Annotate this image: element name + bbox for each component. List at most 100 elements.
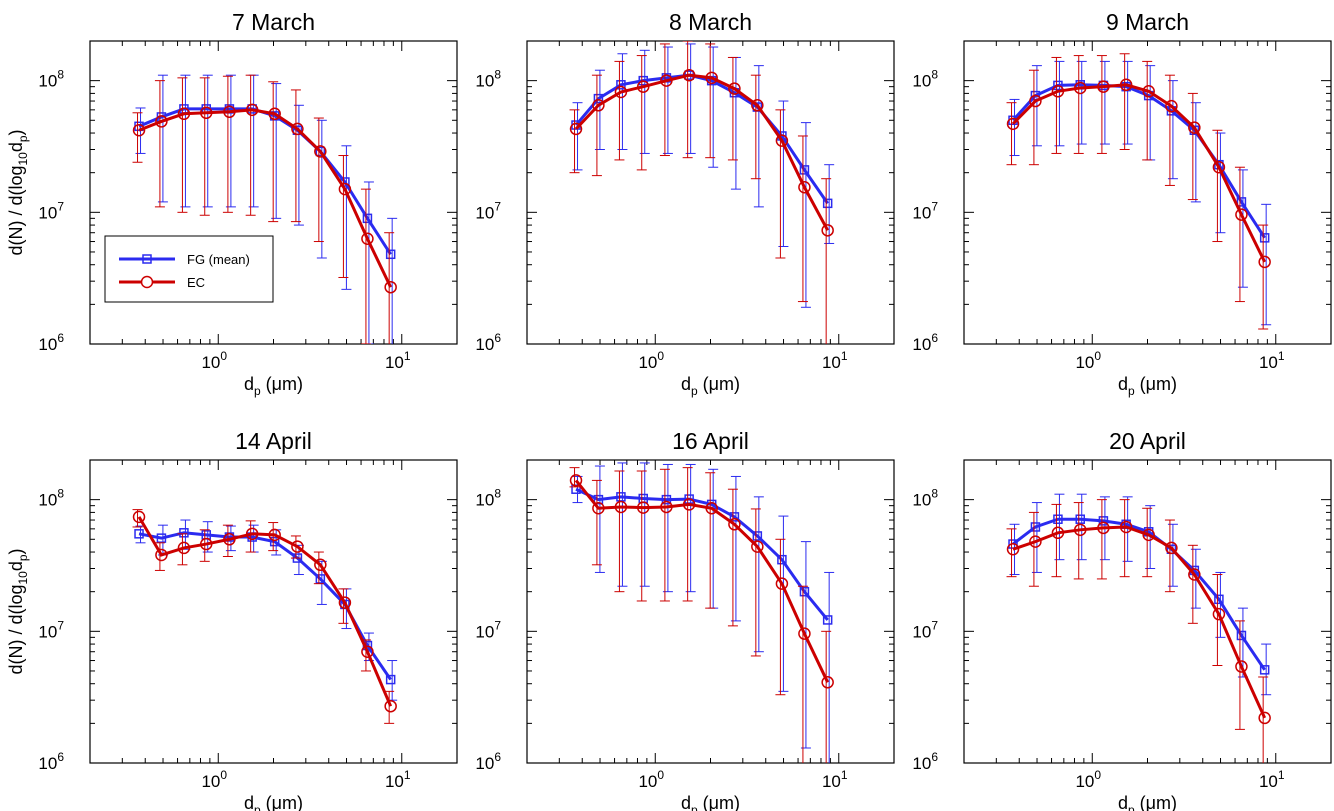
y-tick-label: 108 xyxy=(475,68,501,91)
x-axis-label: dp (μm) xyxy=(681,793,740,811)
data-point-fg xyxy=(661,494,672,505)
data-point-fg xyxy=(134,529,144,539)
data-point-ec xyxy=(775,134,789,147)
data-point-fg xyxy=(1030,522,1041,532)
data-point-fg xyxy=(179,528,189,538)
y-tick-label: 106 xyxy=(38,331,64,354)
data-point-ec xyxy=(660,74,673,87)
data-point-fg xyxy=(1236,630,1247,641)
data-point-ec xyxy=(751,99,764,112)
data-point-ec xyxy=(361,232,374,245)
data-point-fg xyxy=(1053,80,1063,91)
data-point-ec xyxy=(338,596,352,609)
chart-panel: 16 April 106 107 108 100 101 dp (μm) xyxy=(475,428,895,811)
y-tick-label: 106 xyxy=(38,750,64,773)
y-tick-label: 108 xyxy=(912,68,938,91)
series-line-ec xyxy=(574,479,830,683)
data-point-ec xyxy=(1142,85,1155,98)
data-point-ec xyxy=(223,105,236,119)
data-point-ec xyxy=(245,527,259,541)
data-point-fg xyxy=(362,213,373,224)
data-point-fg xyxy=(385,249,396,260)
data-point-ec xyxy=(177,541,191,555)
data-point-ec xyxy=(821,676,834,689)
data-point-ec xyxy=(1165,541,1178,555)
chart-panel: 8 March 106 107 108 100 101 dp (μm) xyxy=(475,9,895,398)
series-line-fg xyxy=(138,107,392,256)
data-point-ec xyxy=(1119,78,1133,92)
y-tick-label: 107 xyxy=(912,618,938,641)
data-point-ec xyxy=(821,224,834,237)
data-point-ec xyxy=(384,699,397,713)
data-point-ec xyxy=(682,68,696,82)
data-point-ec xyxy=(1258,255,1271,269)
y-tick-label: 108 xyxy=(38,487,64,510)
data-point-fg xyxy=(822,615,833,625)
y-tick-label: 107 xyxy=(912,199,938,222)
data-point-ec xyxy=(1212,160,1226,174)
data-point-ec xyxy=(314,558,327,572)
data-point-fg xyxy=(799,586,810,597)
chart-panel: 9 March 106 107 108 100 101 dp (μm) xyxy=(912,9,1332,398)
data-point-ec xyxy=(132,124,146,137)
data-point-ec xyxy=(569,122,583,136)
data-point-ec xyxy=(177,107,191,121)
data-point-ec xyxy=(705,71,718,85)
data-point-ec xyxy=(1212,607,1226,621)
data-point-ec xyxy=(199,106,213,120)
data-point-ec xyxy=(1119,520,1133,534)
data-point-ec xyxy=(1051,526,1065,540)
data-point-ec xyxy=(1097,521,1110,535)
y-tick-label: 106 xyxy=(912,750,938,773)
data-point-ec xyxy=(1235,208,1248,221)
data-point-fg xyxy=(156,533,167,543)
y-tick-label: 108 xyxy=(475,487,501,510)
legend-label-fg: FG (mean) xyxy=(187,252,250,267)
data-point-fg xyxy=(1259,233,1270,243)
series-line-ec xyxy=(1012,525,1267,719)
x-tick-label: 101 xyxy=(822,768,848,791)
data-point-ec xyxy=(798,627,811,640)
data-point-fg xyxy=(616,80,626,90)
legend-label-ec: EC xyxy=(187,275,205,290)
data-point-ec xyxy=(569,474,583,487)
data-point-fg xyxy=(385,674,396,685)
data-point-ec xyxy=(751,540,764,553)
chart-title: 7 March xyxy=(232,9,315,35)
plot-area xyxy=(1006,53,1272,330)
x-tick-label: 100 xyxy=(638,768,664,791)
x-tick-label: 101 xyxy=(1259,349,1285,372)
data-point-ec xyxy=(1029,535,1042,548)
data-point-ec xyxy=(798,181,811,194)
data-point-ec xyxy=(682,498,696,511)
legend-box xyxy=(104,235,274,303)
data-point-ec xyxy=(314,145,327,158)
data-point-ec xyxy=(1073,81,1087,95)
y-tick-label: 108 xyxy=(38,68,64,91)
y-axis-label: d(N) / d(log10dp) xyxy=(6,129,30,255)
data-point-fg xyxy=(1259,665,1270,675)
data-point-ec xyxy=(1051,85,1065,98)
data-point-ec xyxy=(660,500,673,514)
data-point-ec xyxy=(1142,528,1155,542)
data-point-fg xyxy=(1236,197,1247,207)
series-line-fg xyxy=(574,73,829,205)
data-point-fg xyxy=(315,574,326,584)
x-tick-label: 100 xyxy=(638,349,664,372)
data-point-ec xyxy=(291,122,304,136)
data-point-fg xyxy=(777,554,787,565)
chart-title: 16 April xyxy=(672,428,749,454)
data-point-ec xyxy=(223,533,236,546)
data-point-ec xyxy=(1029,94,1042,108)
data-point-fg xyxy=(822,198,833,209)
series-line-ec xyxy=(138,108,393,288)
chart-panel: 7 March 106 107 108 100 101 dp (μm) d(N) / d(lo… xyxy=(6,9,458,398)
x-tick-label: 100 xyxy=(1075,768,1101,791)
legend-marker-ec xyxy=(140,275,154,289)
y-tick-label: 106 xyxy=(912,331,938,354)
data-point-ec xyxy=(268,107,281,121)
data-point-fg xyxy=(269,536,280,547)
plot-area xyxy=(132,509,398,724)
x-axis-label: dp (μm) xyxy=(1118,793,1177,811)
data-point-ec xyxy=(636,501,650,514)
